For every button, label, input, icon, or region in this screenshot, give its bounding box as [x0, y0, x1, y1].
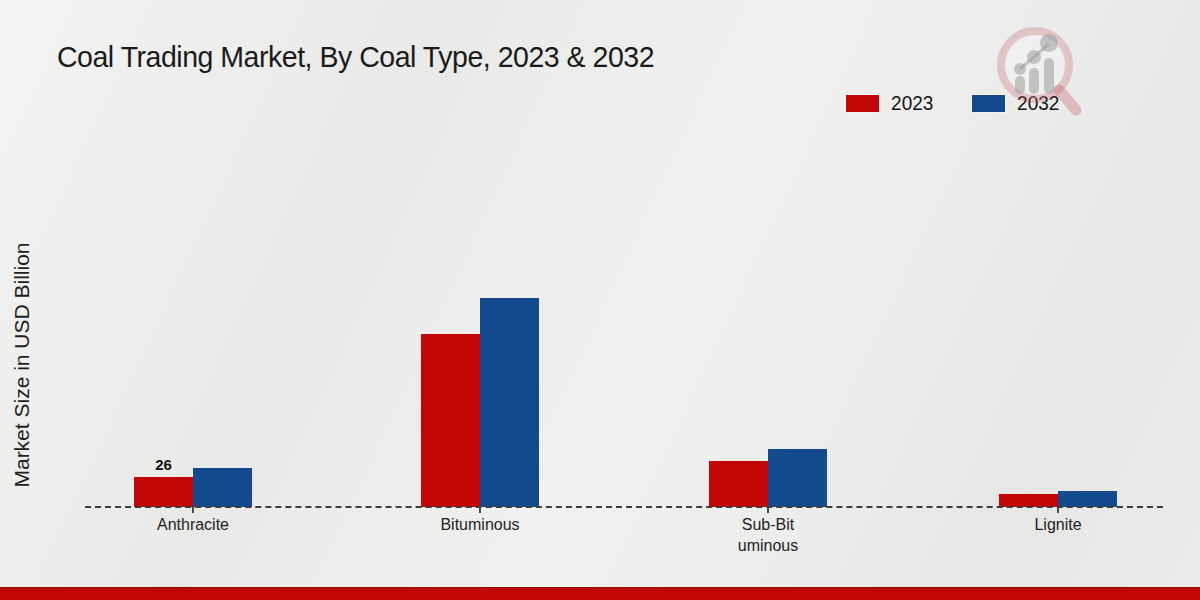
bar-2032-sub-bituminous — [768, 449, 827, 507]
x-axis-baseline — [85, 506, 1163, 508]
x-axis-tick — [1057, 507, 1059, 513]
bar-value-label: 26 — [155, 456, 172, 473]
bar-group-bituminous — [421, 298, 539, 507]
y-axis-label: Market Size in USD Billion — [10, 242, 34, 487]
bar-group-lignite — [999, 491, 1117, 507]
bar-2023-bituminous — [421, 334, 480, 507]
bar-2032-anthracite — [193, 468, 252, 507]
bar-group-sub-bituminous — [709, 449, 827, 507]
x-axis-tick — [767, 507, 769, 513]
legend-swatch-2023 — [845, 94, 880, 113]
plot-area — [85, 150, 1163, 507]
x-axis-tick — [479, 507, 481, 513]
x-axis-tick — [192, 507, 194, 513]
chart-canvas: Coal Trading Market, By Coal Type, 2023 … — [0, 0, 1200, 600]
bar-2032-lignite — [1058, 491, 1117, 507]
bar-group-anthracite — [134, 468, 252, 507]
legend-label: 2023 — [891, 92, 933, 115]
bar-2032-bituminous — [480, 298, 539, 507]
chart-title: Coal Trading Market, By Coal Type, 2023 … — [57, 40, 654, 74]
legend-item-2023: 2023 — [845, 92, 935, 115]
category-label-anthracite: Anthracite — [157, 514, 229, 535]
magnifier-growth-chart-logo — [988, 20, 1082, 116]
bar-2023-sub-bituminous — [709, 461, 768, 507]
bar-2023-anthracite — [134, 477, 193, 507]
category-label-bituminous: Bituminous — [440, 514, 519, 535]
bottom-red-strip — [0, 587, 1200, 600]
category-label-sub-bituminous: Sub-Bituminous — [738, 514, 798, 556]
category-label-lignite: Lignite — [1034, 514, 1081, 535]
